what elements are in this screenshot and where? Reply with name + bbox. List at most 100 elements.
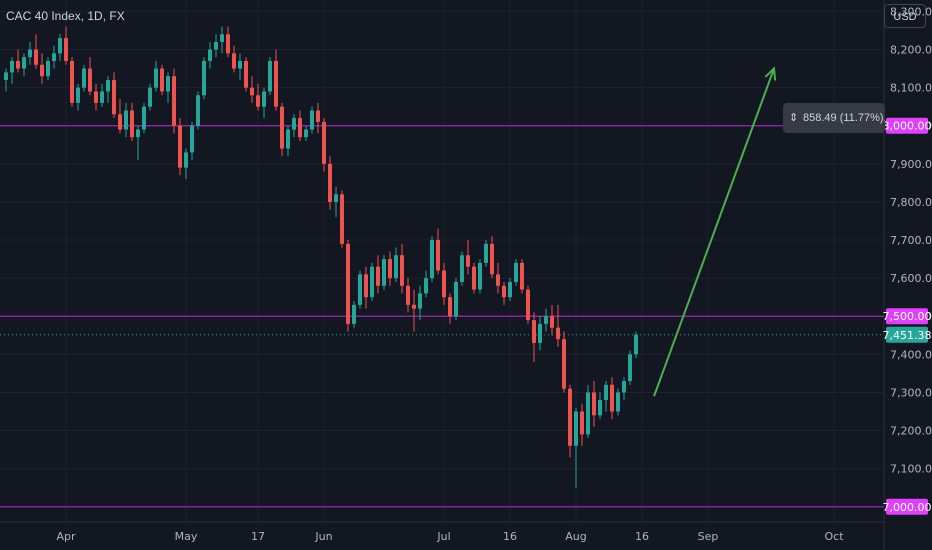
- candle-body: [190, 125, 194, 153]
- time-tick-label: 16: [635, 530, 649, 543]
- candle-body: [286, 129, 290, 149]
- grid: [0, 0, 884, 522]
- candle-body: [352, 304, 356, 324]
- candle-body: [520, 262, 524, 290]
- ruler-icon: ⇕: [789, 112, 799, 124]
- candle-body: [262, 91, 266, 107]
- candle-body: [118, 114, 122, 130]
- price-tick-label: 7,900.00: [890, 158, 932, 171]
- time-tick-label: Jul: [436, 530, 450, 543]
- candle-body: [370, 266, 374, 298]
- level-price-tag: [886, 498, 928, 515]
- candle-body: [94, 91, 98, 103]
- level-price-text: 8,000.00: [883, 120, 932, 133]
- level-price-text: 7,500.00: [883, 310, 932, 323]
- candle-body: [502, 285, 506, 298]
- candle-body: [52, 53, 56, 61]
- candle-body: [598, 400, 602, 416]
- candle-body: [40, 64, 44, 77]
- currency-button[interactable]: USD: [884, 4, 926, 28]
- candle-body: [538, 323, 542, 343]
- measure-tooltip[interactable]: ⇕ 858.49 (11.77%), 8: [783, 103, 885, 133]
- candle-body: [172, 76, 176, 126]
- candle-body: [478, 262, 482, 290]
- candle-body: [136, 129, 140, 138]
- candle-body: [460, 255, 464, 282]
- candle-body: [22, 57, 26, 69]
- candle-body: [28, 49, 32, 58]
- candle-body: [508, 281, 512, 298]
- arrow-shaft[interactable]: [653, 68, 775, 397]
- candle-body: [226, 34, 230, 54]
- candle-body: [574, 411, 578, 446]
- candle-body: [310, 110, 314, 130]
- candle-body: [334, 194, 338, 202]
- candle-body: [58, 38, 62, 54]
- price-tick-label: 8,300.00: [890, 5, 932, 18]
- last-price-tag: [886, 326, 928, 343]
- candle-body: [154, 68, 158, 88]
- candle-body: [346, 243, 350, 324]
- time-axis[interactable]: Apr May 17 Jun Jul 16 Aug 16 Sep Oct: [56, 530, 844, 543]
- candle-body: [70, 60, 74, 103]
- candle-body: [442, 270, 446, 298]
- candle-body: [406, 285, 410, 305]
- candle-body: [358, 274, 362, 305]
- candle-body: [124, 110, 128, 130]
- candle-body: [328, 163, 332, 202]
- price-axis[interactable]: 7,100.007,200.007,300.007,400.007,500.00…: [890, 5, 932, 475]
- candle-body: [622, 381, 626, 393]
- candle-body: [454, 281, 458, 317]
- candle-body: [142, 106, 146, 130]
- price-tick-label: 8,100.00: [890, 82, 932, 95]
- candle-body: [514, 262, 518, 282]
- projection-arrow[interactable]: [653, 66, 777, 397]
- candle-body: [376, 266, 380, 286]
- candle-body: [214, 41, 218, 50]
- price-tick-label: 7,300.00: [890, 386, 932, 399]
- horizontal-levels[interactable]: [0, 125, 884, 508]
- candle-body: [412, 304, 416, 309]
- candle-body: [340, 194, 344, 244]
- time-tick-label: Sep: [698, 530, 719, 543]
- candle-body: [316, 110, 320, 122]
- price-tick-label: 7,800.00: [890, 196, 932, 209]
- candle-body: [556, 327, 560, 340]
- candle-body: [532, 320, 536, 343]
- candle-body: [364, 274, 368, 298]
- time-tick-label: Jun: [314, 530, 332, 543]
- candle-body: [64, 38, 68, 61]
- price-tick-label: 7,700.00: [890, 234, 932, 247]
- candle-body: [568, 388, 572, 446]
- candle-body: [220, 34, 224, 42]
- candle-body: [484, 243, 488, 263]
- time-tick-label: May: [175, 530, 198, 543]
- candle-body: [196, 95, 200, 126]
- candle-body: [610, 384, 614, 412]
- candle-body: [430, 240, 434, 279]
- candle-body: [562, 339, 566, 389]
- candle-body: [580, 411, 584, 435]
- candle-body: [16, 60, 20, 69]
- price-tick-label: 8,200.00: [890, 44, 932, 57]
- measure-label: 858.49 (11.77%), 8: [803, 112, 885, 124]
- candle-body: [232, 53, 236, 69]
- candle-body: [298, 118, 302, 138]
- candle-body: [160, 68, 164, 92]
- candle-body: [304, 129, 308, 138]
- candles: [4, 26, 638, 488]
- time-tick-label: 16: [503, 530, 517, 543]
- candle-body: [472, 266, 476, 290]
- candle-body: [490, 243, 494, 275]
- candle-body: [382, 259, 386, 286]
- candle-body: [280, 106, 284, 149]
- candle-body: [76, 87, 80, 103]
- candle-body: [634, 334, 638, 355]
- candle-body: [178, 125, 182, 168]
- candle-body: [274, 60, 278, 107]
- price-tick-label: 7,400.00: [890, 348, 932, 361]
- candle-body: [4, 72, 8, 81]
- candle-body: [46, 60, 50, 77]
